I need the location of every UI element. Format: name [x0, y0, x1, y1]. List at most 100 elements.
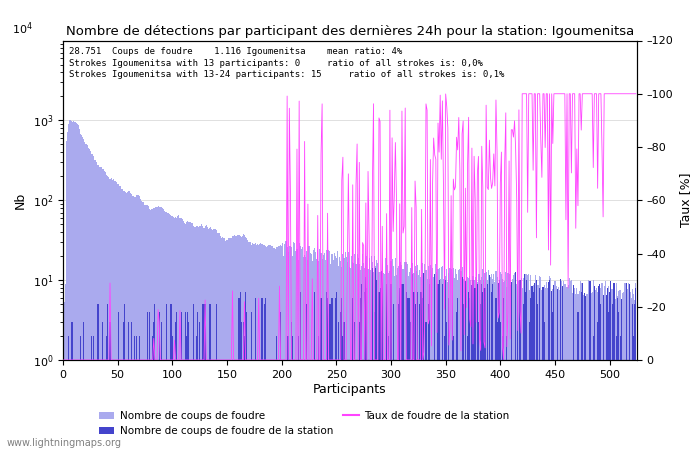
Bar: [80, 134, 81, 450]
Bar: [482, 292, 484, 450]
Bar: [88, 148, 89, 450]
Bar: [318, 261, 319, 450]
Bar: [596, 288, 597, 450]
Bar: [83, 322, 84, 450]
Bar: [430, 266, 431, 450]
Bar: [139, 196, 140, 450]
Bar: [193, 304, 194, 450]
Bar: [276, 247, 278, 450]
Bar: [167, 360, 169, 450]
Bar: [551, 291, 552, 450]
Bar: [480, 280, 481, 450]
Bar: [468, 278, 469, 450]
Bar: [312, 261, 313, 450]
Bar: [124, 191, 125, 450]
Bar: [158, 206, 159, 450]
Bar: [624, 283, 626, 450]
Bar: [280, 312, 281, 450]
Bar: [256, 246, 257, 450]
Bar: [262, 245, 264, 450]
Bar: [150, 210, 151, 450]
Bar: [99, 167, 101, 450]
Bar: [274, 249, 276, 450]
Bar: [489, 275, 490, 450]
Bar: [477, 282, 478, 450]
Bar: [475, 288, 476, 450]
Bar: [620, 290, 621, 450]
Bar: [81, 135, 82, 450]
Bar: [106, 336, 107, 450]
Bar: [382, 277, 383, 450]
Bar: [393, 360, 395, 450]
Bar: [360, 270, 361, 450]
Bar: [528, 274, 529, 450]
Bar: [467, 336, 468, 450]
Bar: [304, 255, 305, 450]
Bar: [80, 336, 81, 450]
Bar: [115, 181, 116, 450]
Bar: [175, 322, 176, 450]
Bar: [492, 284, 493, 450]
Bar: [606, 295, 607, 450]
Bar: [527, 274, 528, 450]
Bar: [116, 182, 117, 450]
Bar: [468, 292, 469, 450]
Bar: [169, 215, 171, 450]
Bar: [315, 360, 316, 450]
Bar: [491, 292, 492, 450]
Bar: [458, 270, 459, 450]
Bar: [612, 304, 613, 450]
Bar: [629, 284, 630, 450]
Bar: [589, 281, 591, 450]
Bar: [524, 274, 525, 450]
Bar: [409, 272, 410, 450]
Bar: [243, 322, 244, 450]
Bar: [351, 256, 352, 450]
Bar: [393, 276, 395, 450]
Bar: [314, 248, 315, 450]
Bar: [109, 179, 111, 450]
Bar: [95, 160, 97, 450]
Bar: [286, 247, 288, 450]
Bar: [246, 238, 247, 450]
Bar: [616, 283, 617, 450]
Bar: [158, 360, 159, 450]
Bar: [587, 294, 588, 450]
Bar: [543, 285, 545, 450]
Bar: [500, 272, 501, 450]
Bar: [300, 292, 301, 450]
Bar: [441, 266, 442, 450]
Bar: [344, 252, 346, 450]
Bar: [326, 250, 327, 450]
Bar: [420, 292, 421, 450]
Bar: [422, 298, 423, 450]
Bar: [384, 274, 385, 450]
Bar: [325, 260, 326, 450]
Bar: [176, 218, 177, 450]
Bar: [584, 293, 585, 450]
Bar: [220, 236, 221, 450]
Bar: [132, 360, 134, 450]
Bar: [300, 246, 301, 450]
Bar: [258, 245, 259, 450]
Bar: [583, 295, 584, 450]
Bar: [589, 281, 591, 450]
Bar: [244, 336, 245, 450]
Bar: [517, 286, 519, 450]
Bar: [506, 336, 507, 450]
Bar: [68, 124, 69, 450]
Bar: [127, 192, 128, 450]
Bar: [522, 360, 523, 450]
Bar: [153, 208, 154, 450]
Bar: [631, 298, 632, 450]
Bar: [453, 268, 454, 450]
Bar: [561, 281, 562, 450]
Bar: [456, 274, 457, 450]
Bar: [77, 124, 78, 450]
Bar: [329, 304, 330, 450]
Bar: [370, 270, 371, 450]
Bar: [379, 272, 381, 450]
Bar: [165, 212, 167, 450]
Bar: [335, 298, 336, 450]
Bar: [395, 258, 396, 450]
